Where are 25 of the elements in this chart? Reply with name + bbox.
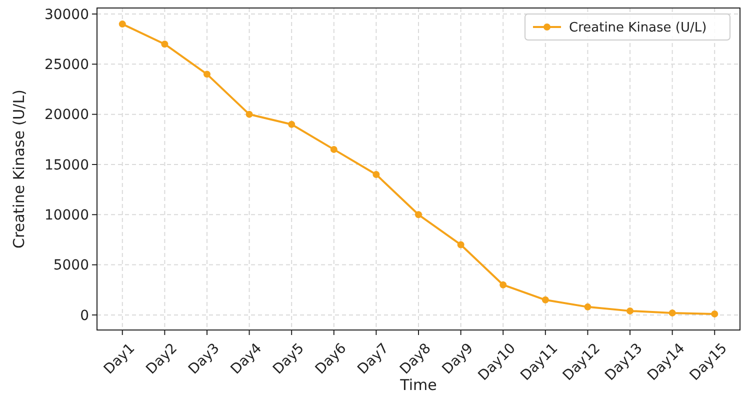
y-tick-label: 20000 xyxy=(44,107,89,124)
point xyxy=(246,110,253,118)
x-axis-title: Time xyxy=(399,376,437,394)
point xyxy=(330,146,338,153)
y-tick-label: 30000 xyxy=(44,6,89,23)
y-tick-label: 10000 xyxy=(44,208,89,224)
point xyxy=(203,70,210,78)
point xyxy=(542,296,549,304)
y-axis-title: Creatine Kinase (U/L) xyxy=(10,90,28,248)
point xyxy=(500,281,507,288)
point xyxy=(288,120,296,128)
y-tick-label: 5000 xyxy=(53,258,89,274)
y-tick-label: 15000 xyxy=(44,157,89,174)
y-tick-label: 0 xyxy=(80,308,89,324)
point xyxy=(415,211,422,218)
point xyxy=(626,307,634,314)
point xyxy=(372,171,380,178)
point xyxy=(161,40,168,48)
point xyxy=(668,309,676,316)
y-tick-label: 25000 xyxy=(44,57,89,74)
point xyxy=(711,310,718,318)
point xyxy=(584,303,592,310)
legend-label: Creatine Kinase (U/L) xyxy=(569,20,707,36)
point xyxy=(118,20,126,28)
point xyxy=(457,241,464,248)
